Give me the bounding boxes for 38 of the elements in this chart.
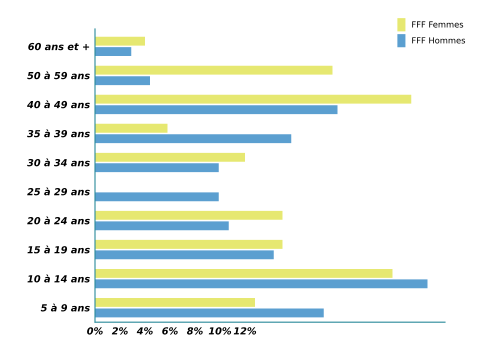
x-tick-label: 10% — [208, 327, 232, 335]
legend-label: FFF Femmes — [412, 21, 464, 28]
y-tick-label: 50 à 59 ans — [27, 71, 90, 80]
bar — [95, 298, 255, 307]
bar — [95, 240, 282, 249]
y-tick-label: 15 à 19 ans — [28, 246, 90, 254]
bar — [95, 134, 292, 144]
bar — [95, 105, 338, 114]
bar — [95, 152, 245, 162]
bar — [95, 94, 412, 104]
x-tick-label: 6% — [162, 327, 178, 335]
bar — [95, 47, 132, 56]
x-tick-label: 0% — [87, 327, 103, 335]
bar — [95, 250, 274, 260]
y-tick-label: 10 à 14 ans — [28, 274, 90, 282]
bar — [95, 192, 219, 202]
y-tick-label: 60 ans et + — [28, 42, 90, 50]
legend-label: FFF Hommes — [412, 37, 466, 44]
y-tick-label: 20 à 24 ans — [27, 216, 90, 224]
bar — [95, 124, 168, 133]
y-tick-label: 30 à 34 ans — [27, 158, 90, 166]
y-tick-label: 25 à 29 ans — [27, 187, 90, 196]
bar — [95, 66, 332, 75]
bar — [95, 36, 145, 46]
x-tick-label: 8% — [186, 327, 203, 335]
x-tick-label: 2% — [112, 327, 128, 335]
bar — [95, 279, 428, 288]
bar — [95, 221, 229, 230]
bar — [95, 308, 324, 318]
y-tick-label: 35 à 39 ans — [27, 129, 90, 138]
y-tick-label: 5 à 9 ans — [40, 304, 90, 312]
x-tick-label: 12% — [234, 327, 256, 335]
y-tick-label: 40 à 49 ans — [27, 100, 90, 108]
bar — [95, 268, 392, 278]
x-tick-label: 4% — [136, 327, 153, 335]
bar — [95, 76, 150, 86]
bar — [95, 163, 219, 172]
bar — [95, 210, 282, 220]
